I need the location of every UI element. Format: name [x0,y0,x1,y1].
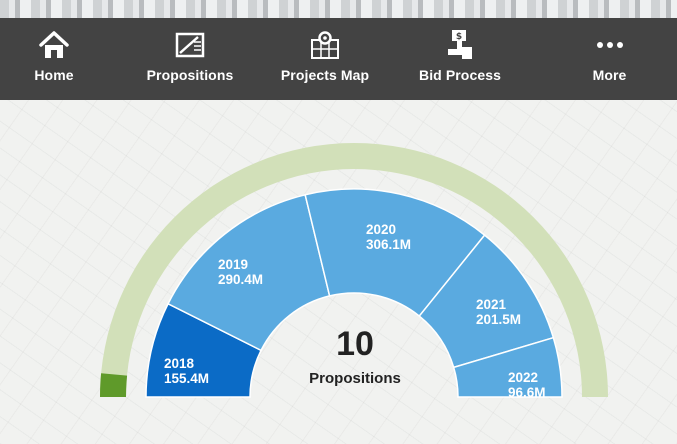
segment-label-2022[interactable]: 2022 96.6M [508,370,546,400]
segment-amount: 290.4M [218,272,264,287]
nav-propositions[interactable]: Propositions [108,18,272,100]
more-dots-icon [593,28,627,62]
nav-projects-map-label: Projects Map [280,67,370,83]
segment-amount: 96.6M [508,385,546,400]
home-icon [37,28,71,62]
map-pin-icon [308,28,342,62]
segment-year: 2020 [366,222,397,237]
document-icon [173,28,207,62]
nav-bid-process-label: Bid Process [418,67,502,83]
segment-amount: 155.4M [164,371,210,386]
nav-propositions-label: Propositions [146,67,234,83]
segment-year: 2018 [164,356,195,371]
nav-more-label: More [592,67,627,83]
gauge-segment-2022[interactable] [452,336,563,398]
gauge-segment-2019[interactable] [167,193,331,352]
segment-label-2021[interactable]: 2021 201.5M [476,297,521,327]
bid-icon: $ [443,28,477,62]
segment-label-2019[interactable]: 2019 290.4M [218,257,263,287]
segment-year: 2022 [508,370,539,385]
segment-label-2020[interactable]: 2020 306.1M [366,222,411,252]
svg-text:$: $ [456,32,462,42]
nav-home-label: Home [34,67,74,83]
segment-year: 2019 [218,257,249,272]
segment-amount: 201.5M [476,312,522,327]
nav-bid-process[interactable]: $ Bid Process [378,18,542,100]
header-photo-strip [0,0,677,18]
main-nav: Home Propositions Projects Map [0,18,677,100]
propositions-count-label: Propositions [309,370,401,387]
nav-home[interactable]: Home [0,18,108,100]
gauge-outer-fill [99,373,128,397]
nav-projects-map[interactable]: Projects Map [272,18,378,100]
gauge-outer-track [100,143,608,397]
segment-amount: 306.1M [366,237,412,252]
nav-more[interactable]: More [542,18,677,100]
segment-label-2018[interactable]: 2018 155.4M [164,356,209,386]
propositions-count: 10 [336,325,374,363]
segment-year: 2021 [476,297,507,312]
